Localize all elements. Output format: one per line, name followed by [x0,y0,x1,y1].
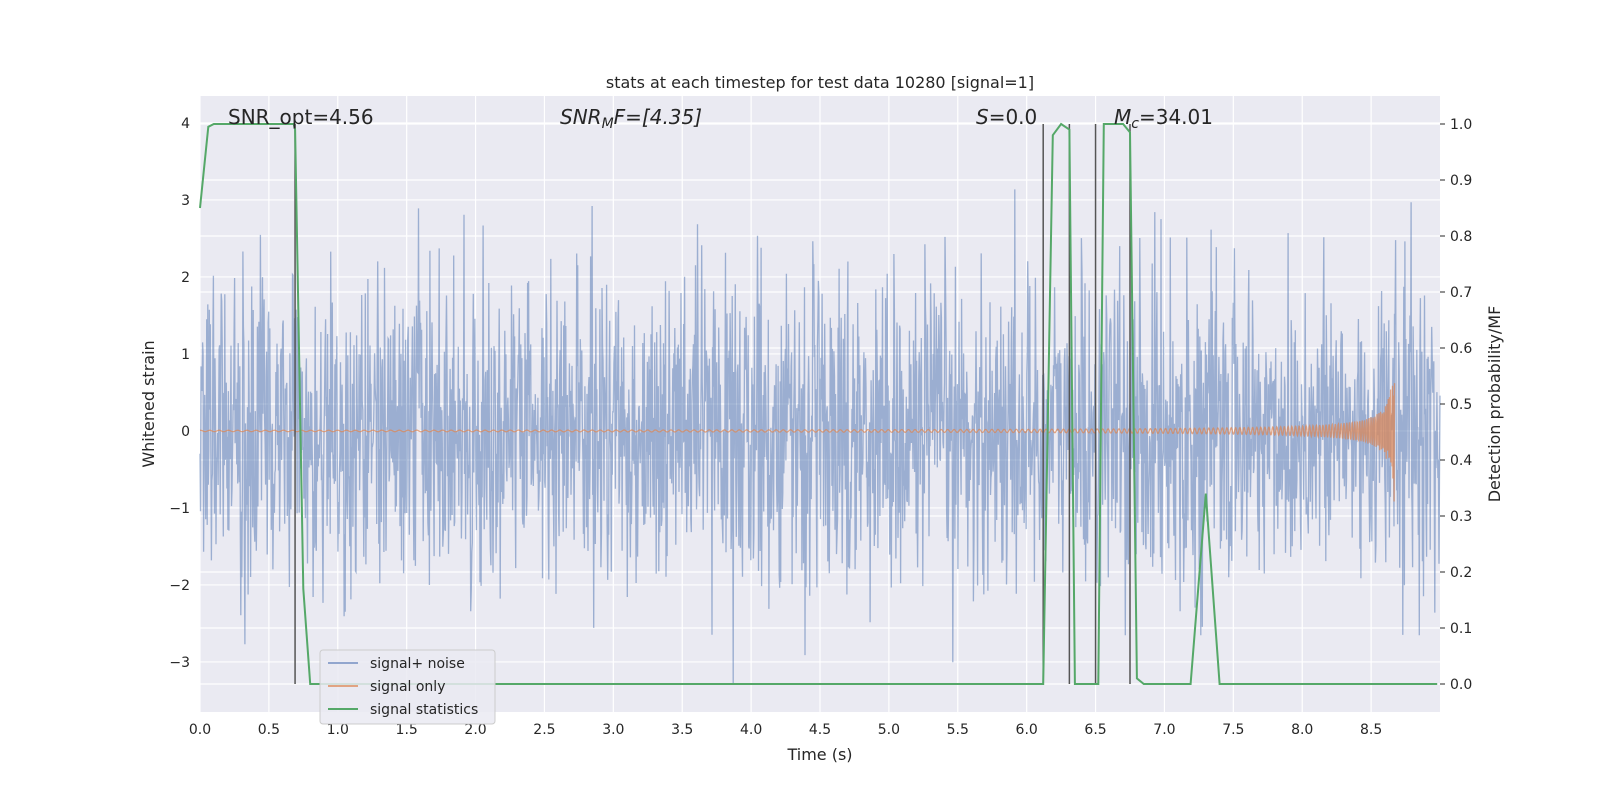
y2-tick-label: 1.0 [1450,117,1472,133]
x-tick-label: 1.5 [396,722,418,738]
legend-label-noise: signal+ noise [370,656,465,672]
y2-tick-label: 0.2 [1450,565,1472,581]
mc-main: M [1114,105,1131,129]
x-tick-label: 6.5 [1084,722,1106,738]
x-tick-label: 1.0 [327,722,349,738]
y2-tick-label: 0.6 [1450,341,1472,357]
annotation-s: S=0.0 [976,105,1037,129]
s-main: S [976,105,989,129]
x-tick-label: 6.0 [1016,722,1038,738]
signal-statistics-series [199,122,1438,685]
y2-tick-label: 0.9 [1450,173,1472,189]
x-tick-label: 4.5 [809,722,831,738]
x-tick-label: 4.0 [740,722,762,738]
annotation-snr-opt: SNR_opt=4.56 [228,105,374,129]
mc-sub: c [1131,116,1139,132]
signal-only-line [199,383,1396,502]
snr-mf-main: SNR [560,105,602,129]
y-tick-label: 4 [181,116,190,132]
x-tick-label: 0.0 [189,722,211,738]
y-tick-label: 3 [181,193,190,209]
y2-tick-label: 0.8 [1450,229,1472,245]
x-axis-label: Time (s) [786,745,852,764]
y-tick-label: 0 [181,424,190,440]
y-axis-label: Whitened strain [139,340,158,467]
chart-title: stats at each timestep for test data 102… [606,73,1034,92]
x-tick-label: 8.0 [1291,722,1313,738]
mc-rest: =34.01 [1139,105,1213,129]
signal-noise-line [199,189,1441,686]
legend: signal+ noise signal only signal statist… [319,649,496,725]
x-tick-label: 2.0 [464,722,486,738]
y2-tick-label: 0.7 [1450,285,1472,301]
snr-mf-sub: M [602,116,614,132]
legend-box [319,649,496,725]
signal-noise-series [199,189,1441,686]
y-tick-label: −2 [169,578,190,594]
y-tick-label: 2 [181,270,190,286]
s-rest: =0.0 [989,105,1038,129]
y2-tick-label: 0.4 [1450,453,1472,469]
legend-label-stats: signal statistics [370,702,478,718]
x-tick-label: 8.5 [1360,722,1382,738]
signal-statistics-line [199,122,1438,685]
x-tick-label: 3.0 [602,722,624,738]
x-tick-label: 5.5 [947,722,969,738]
annotation-mc: Mc=34.01 [1114,105,1213,132]
y2-tick-label: 0.5 [1450,397,1472,413]
x-tick-label: 2.5 [533,722,555,738]
x-tick-label: 5.0 [878,722,900,738]
x-tick-label: 7.5 [1222,722,1244,738]
y-tick-label: −3 [169,655,190,671]
signal-only-series [199,383,1396,502]
vertical-markers [294,124,1131,684]
y2-tick-label: 0.0 [1450,677,1472,693]
x-tick-label: 3.5 [671,722,693,738]
y2-tick-label: 0.1 [1450,621,1472,637]
y2-axis-label: Detection probability/MF [1485,306,1504,503]
y2-tick-label: 0.3 [1450,509,1472,525]
axis-ticks: 0.0 0.5 1.0 1.5 2.0 2.5 3.0 3.5 4.0 4.5 5.0 5.5 6.0 6… [169,116,1472,738]
y-tick-label: −1 [169,501,190,517]
legend-label-signal: signal only [370,679,445,695]
annotation-snr-mf: SNRMF=[4.35] [560,105,702,132]
snr-mf-rest: F=[4.35] [614,105,702,129]
y-tick-label: 1 [181,347,190,363]
x-tick-label: 0.5 [258,722,280,738]
x-tick-label: 7.0 [1153,722,1175,738]
